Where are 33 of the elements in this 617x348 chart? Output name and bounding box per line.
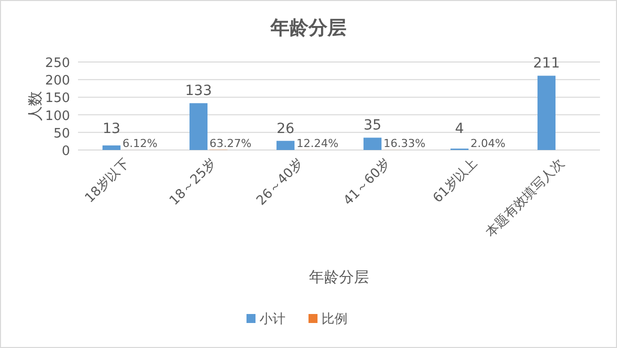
bar — [102, 145, 120, 150]
x-tick-label: 18岁以下 — [82, 156, 132, 206]
data-label: 16.33% — [384, 136, 426, 150]
data-label: 4 — [455, 121, 464, 137]
x-tick-label: 26～40岁 — [254, 156, 306, 209]
data-label: 211 — [533, 56, 560, 72]
bar — [364, 138, 382, 150]
legend-label: 比例 — [322, 312, 348, 327]
data-label: 133 — [185, 83, 212, 100]
data-label: 6.12% — [122, 136, 158, 150]
data-label: 35 — [364, 118, 382, 134]
data-label: 2.04% — [470, 136, 506, 150]
y-axis-title: 人数 — [26, 91, 44, 121]
x-tick-label: 41～60岁 — [340, 156, 394, 209]
bar — [190, 103, 208, 150]
data-label: 63.27% — [210, 136, 252, 150]
bar — [276, 140, 294, 150]
legend-label: 小计 — [260, 312, 286, 327]
y-tick-label: 50 — [53, 126, 70, 142]
y-tick-label: 200 — [45, 74, 70, 89]
x-tick-label: 18～25岁 — [166, 156, 220, 209]
data-label: 12.24% — [296, 136, 338, 150]
bar — [538, 76, 556, 150]
y-tick-label: 150 — [45, 91, 70, 106]
x-tick-label: 61岁以上 — [430, 156, 480, 206]
data-label: 26 — [276, 120, 294, 137]
y-tick-label: 100 — [45, 108, 70, 124]
x-tick-label: 本题有效填写人次 — [483, 156, 568, 240]
x-axis-title: 年龄分层 — [309, 268, 369, 286]
chart-title: 年龄分层 — [270, 17, 346, 39]
y-tick-label: 0 — [62, 144, 70, 159]
data-label: 13 — [102, 121, 120, 137]
y-tick-label: 250 — [45, 56, 70, 71]
